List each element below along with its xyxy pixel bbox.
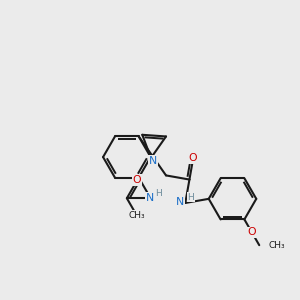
Text: H: H [156, 189, 162, 198]
Text: H: H [187, 193, 194, 202]
Text: N: N [176, 197, 184, 207]
Text: CH₃: CH₃ [129, 211, 145, 220]
Text: N: N [146, 193, 154, 202]
Text: N: N [149, 156, 157, 166]
Text: O: O [189, 154, 197, 164]
Text: CH₃: CH₃ [268, 241, 285, 250]
Text: O: O [133, 175, 141, 185]
Text: O: O [247, 227, 256, 237]
